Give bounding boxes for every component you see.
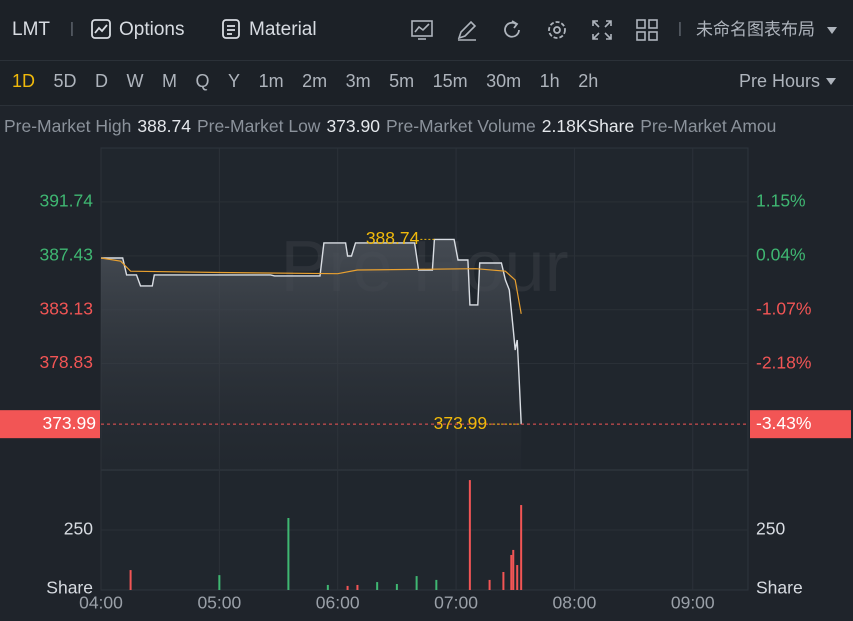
volume-bar [326,584,329,590]
session-label[interactable]: Pre Hours [738,71,820,91]
caret[interactable] [825,77,837,87]
stats-bar: Pre-Market High 388.74 Pre-Market Low 373.9… [4,106,853,146]
price-area [101,239,522,470]
period-button[interactable]: 15m [432,71,468,91]
fullscreen-icon[interactable] [590,18,614,42]
settings-icon[interactable] [545,18,569,42]
volume-bar [520,505,523,590]
period-list: 1D 5D D W M Q Y 1m 2m 3m 5m 15m 30m 1h 2h [12,71,598,92]
y-tick-label: 378.83 [39,352,93,372]
stat-label: Pre-Market Low [196,116,321,136]
volume-bar [287,518,290,590]
y-tick-label: 383.13 [39,298,93,318]
last-price-tag [0,410,100,439]
volume-bar [129,570,132,590]
material-icon[interactable] [220,18,242,40]
indicator-icon[interactable] [410,18,434,42]
period-button[interactable]: 2m [302,71,328,91]
period-button[interactable]: 1m [258,71,284,91]
plot-background [100,147,749,591]
volume-bar [346,585,349,590]
last-change-tag [750,410,851,439]
high-marker-label: 388.74 [366,228,420,248]
draw-icon[interactable] [455,18,479,42]
volume-bar [356,584,359,590]
volume-bar [376,582,379,590]
volume-bar [468,480,471,590]
period-button[interactable]: 1h [539,71,560,91]
y2-tick-label: 1.15% [756,191,806,211]
y-tick-label: 250 [64,519,93,539]
y2-axis-label: Share [756,578,803,598]
y2-tick-label: -2.18% [756,352,811,372]
period-button[interactable]: W [126,71,144,91]
y2-tick-label: 0.04% [756,244,806,264]
separator: | [678,20,682,37]
price-line [101,238,522,425]
period-button[interactable]: 3m [345,71,371,91]
volume-bar [435,579,438,590]
last-change-label: -3.43% [756,413,811,433]
period-button[interactable]: 2h [578,71,599,91]
volume-bar [516,565,519,590]
x-tick-label: 07:00 [434,593,478,613]
session-select[interactable]: Pre Hours [739,71,837,92]
layout-name[interactable]: 未命名图表布局 [696,20,815,39]
x-tick-label: 05:00 [197,593,241,613]
watermark: Pre Hour [280,227,568,307]
stat-value: 2.18KShare [541,116,635,136]
x-tick-label: 08:00 [553,593,597,613]
last-price-label: 373.99 [42,413,96,433]
options-button[interactable]: Options [119,19,185,40]
period-button[interactable]: 1D [12,71,36,91]
x-tick-label: 04:00 [79,593,123,613]
period-button[interactable]: Q [195,71,210,91]
period-bar: 1D 5D D W M Q Y 1m 2m 3m 5m 15m 30m 1h 2h Pre Hours [0,61,853,106]
y2-tick-label: 250 [756,519,785,539]
volume-bar [395,584,398,590]
x-tick-label: 06:00 [316,593,360,613]
period-button[interactable]: 30m [486,71,522,91]
volume-bar [218,575,221,590]
period-button[interactable]: 5D [53,71,77,91]
stat-label: Pre-Market High [4,116,132,136]
material-button[interactable]: Material [249,19,317,40]
average-line [100,257,522,314]
y-tick-label: 387.43 [39,244,93,264]
y-tick-label: 391.74 [39,190,93,210]
stat-value: 388.74 [137,116,191,136]
period-button[interactable]: M [162,71,178,91]
symbol[interactable]: LMT [12,19,50,40]
volume-bar [512,549,515,590]
layout-icon[interactable] [635,18,659,42]
stat-label: Pre-Market Volume [385,116,536,136]
x-tick-label: 09:00 [671,593,715,613]
y-axis-label: Share [46,578,93,598]
period-button[interactable]: D [95,71,109,91]
stat-label: Pre-Market Amou [640,116,777,136]
volume-bar [502,572,505,590]
caret[interactable] [826,26,838,36]
stat-value: 373.90 [326,116,380,136]
y2-tick-label: -1.07% [756,298,811,318]
period-button[interactable]: Y [228,71,241,91]
volume-bar [415,576,418,590]
refresh-icon[interactable] [500,18,524,42]
volume-bar [488,579,491,590]
volume-bar [510,554,513,590]
period-button[interactable]: 5m [389,71,415,91]
separator: | [70,20,74,37]
last-marker-label: 373.99 [434,413,488,433]
toolbar: LMT | Options Material | 未命名图表布局 [0,0,853,61]
options-icon[interactable] [90,18,112,40]
